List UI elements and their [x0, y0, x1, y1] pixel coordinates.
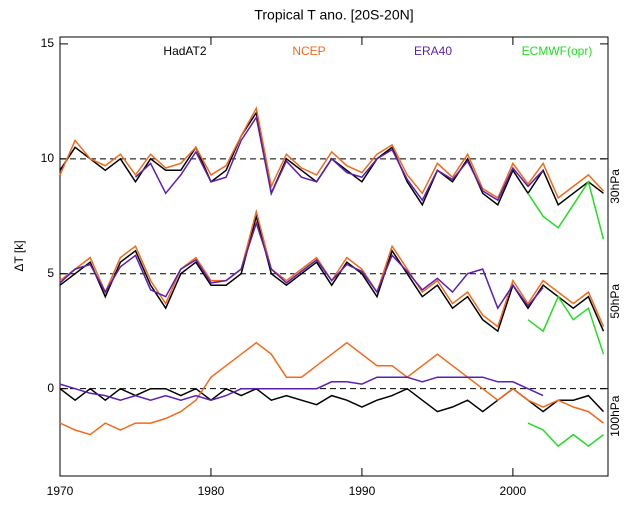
- series-line: [59, 220, 544, 310]
- legend-label: NCEP: [292, 44, 325, 58]
- level-label: 30hPa: [608, 169, 622, 204]
- y-tick-label: 10: [41, 151, 55, 165]
- legend-label: HadAT2: [163, 44, 206, 58]
- x-tick-label: 1970: [47, 484, 74, 498]
- series-line: [59, 376, 544, 401]
- y-axis-label: ΔT [k]: [12, 240, 26, 271]
- series-line: [527, 179, 605, 240]
- series-line: [134, 115, 544, 202]
- y-tick-label: 0: [47, 381, 54, 395]
- series-line: [527, 295, 605, 355]
- series-line: [59, 106, 605, 200]
- series-line: [59, 341, 604, 436]
- legend-label: ERA40: [414, 44, 452, 58]
- plot-frame: [59, 36, 609, 477]
- series-line: [527, 422, 604, 448]
- level-label: 50hPa: [608, 284, 622, 319]
- x-tick-label: 1990: [349, 484, 376, 498]
- x-tick-label: 2000: [500, 484, 527, 498]
- x-tick-label: 1980: [198, 484, 225, 498]
- y-tick-label: 15: [41, 36, 55, 50]
- level-label: 100hPa: [608, 395, 622, 437]
- series-line: [59, 387, 605, 413]
- legend-label: ECMWF(opr): [522, 44, 593, 58]
- y-tick-label: 5: [47, 266, 54, 280]
- chart-title: Tropical T ano. [20S-20N]: [254, 7, 413, 23]
